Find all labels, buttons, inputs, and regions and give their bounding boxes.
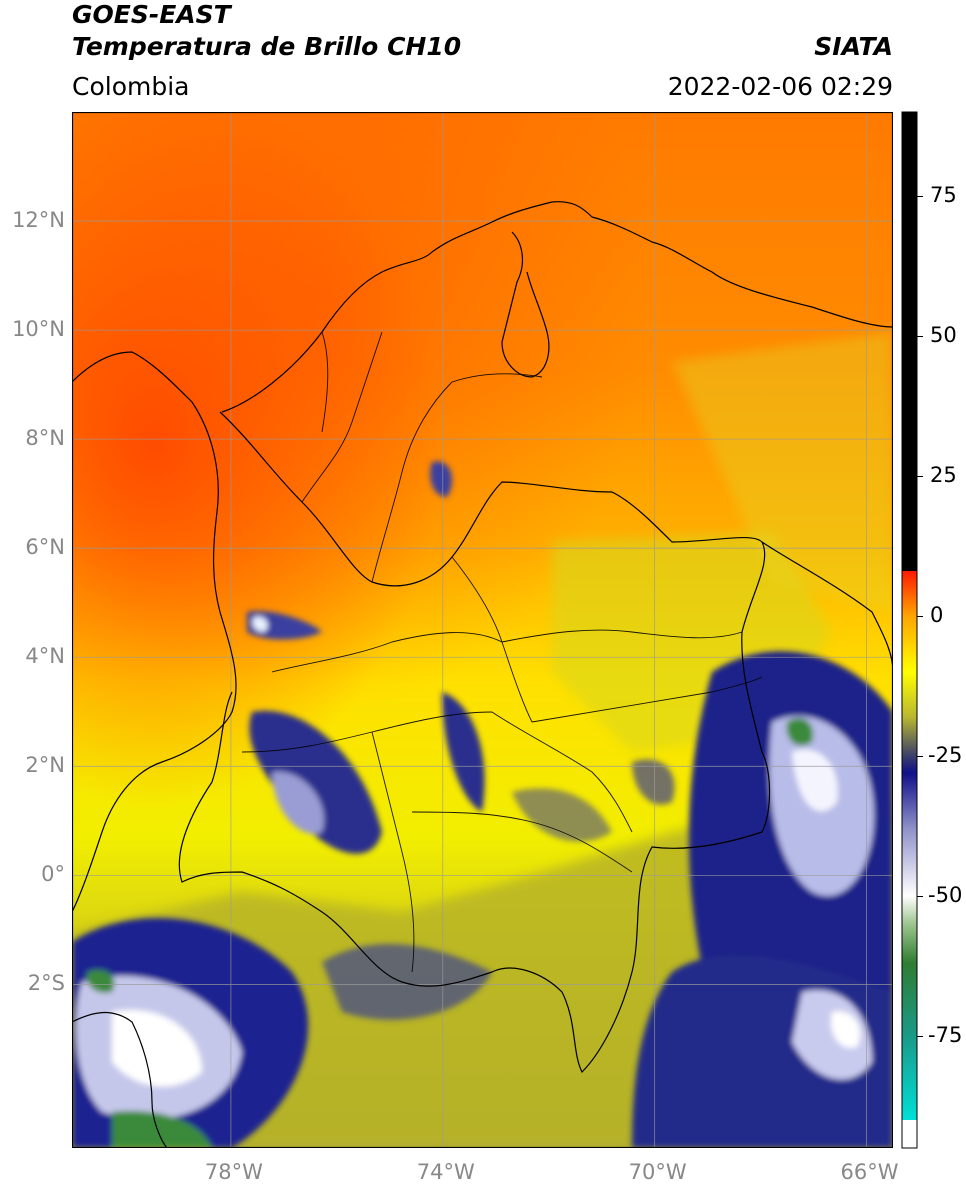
lat-tick-label: 2°S [27, 971, 65, 996]
map-frame [72, 112, 893, 1148]
colorbar-tick [917, 1035, 923, 1037]
graticule [72, 112, 893, 1148]
colorbar-tick-label: -75 [928, 1023, 963, 1047]
map-panel [72, 112, 893, 1148]
lon-tick-label: 78°W [204, 1160, 263, 1184]
lat-tick-label: 8°N [25, 426, 65, 451]
department-borders [241, 331, 763, 973]
product-title: Temperatura de Brillo CH10 [72, 32, 462, 61]
lon-tick-label: 66°W [840, 1160, 899, 1184]
colorbar-tick [917, 335, 923, 337]
colorbar-tick-label: 75 [930, 183, 957, 207]
colorbar-tick-label: -50 [928, 883, 963, 907]
colorbar-tick [917, 895, 923, 897]
map-image [72, 112, 893, 1148]
lat-tick-label: 10°N [12, 317, 65, 342]
satellite-title: GOES-EAST [72, 0, 231, 29]
colorbar-tick-label: 50 [930, 323, 957, 347]
lat-tick-label: 4°N [25, 644, 65, 669]
colorbar-tick-label: 25 [930, 463, 957, 487]
colorbar-tick [917, 475, 923, 477]
colorbar-tick-label: 0 [930, 603, 944, 627]
colorbar-tick [917, 195, 923, 197]
colorbar-tick-label: -25 [928, 743, 963, 767]
lat-tick-label: 6°N [25, 535, 65, 560]
agency-label: SIATA [814, 32, 893, 61]
colorbar-tick [917, 755, 923, 757]
lon-tick-label: 70°W [628, 1160, 687, 1184]
coastlines [72, 201, 893, 1148]
datetime-label: 2022-02-06 02:29 [667, 72, 893, 101]
lat-tick-label: 2°N [25, 753, 65, 778]
colorbar [901, 111, 918, 1149]
lon-tick-label: 74°W [416, 1160, 475, 1184]
colorbar-tick [917, 615, 923, 617]
lat-tick-label: 12°N [12, 208, 65, 233]
lat-tick-label: 0° [41, 862, 65, 887]
region-label: Colombia [72, 72, 190, 101]
